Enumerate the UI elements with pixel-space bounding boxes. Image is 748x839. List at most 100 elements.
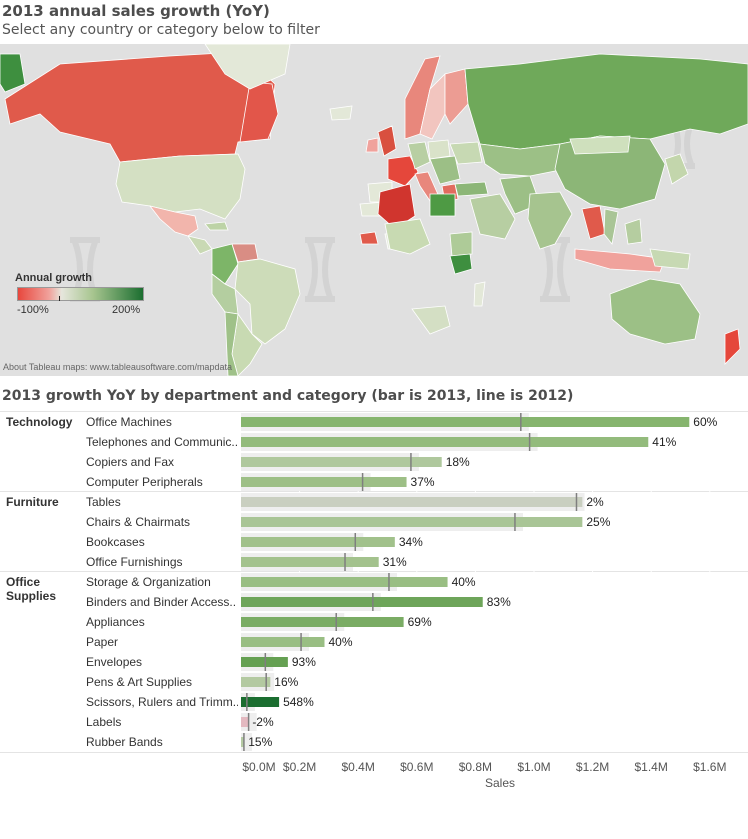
- growth-label: 18%: [446, 455, 470, 469]
- x-tick-label: $1.4M: [634, 760, 668, 774]
- map-finland: [444, 68, 469, 125]
- legend-color-ramp: [17, 287, 144, 301]
- x-tick-label: $1.2M: [575, 760, 610, 774]
- category-label[interactable]: Binders and Binder Access..: [86, 595, 237, 609]
- bar-2013[interactable]: [241, 657, 288, 667]
- map-egypt: [429, 193, 456, 217]
- map-brazil: [234, 258, 301, 345]
- bar-2013[interactable]: [241, 517, 583, 527]
- growth-label: 40%: [452, 575, 476, 589]
- department-label[interactable]: Office Supplies: [6, 575, 57, 603]
- bar-2013[interactable]: [241, 437, 649, 447]
- category-label[interactable]: Pens & Art Supplies: [86, 675, 193, 689]
- department-label[interactable]: Technology: [6, 415, 73, 429]
- map-eastern-europe: [429, 155, 461, 185]
- map-middle-east: [469, 193, 516, 240]
- x-tick-label: $0.4M: [341, 760, 375, 774]
- category-label[interactable]: Copiers and Fax: [86, 455, 175, 469]
- map-iceland: [329, 105, 353, 121]
- page-subtitle: Select any country or category below to …: [2, 22, 320, 38]
- map-vietnam: [603, 208, 619, 245]
- category-label[interactable]: Storage & Organization: [86, 575, 211, 589]
- category-label[interactable]: Tables: [86, 495, 121, 509]
- growth-label: 93%: [292, 655, 316, 669]
- x-tick-label: $0.2M: [282, 760, 317, 774]
- bar-2013[interactable]: [241, 577, 448, 587]
- bar-2013[interactable]: [241, 677, 271, 687]
- bar-2013[interactable]: [241, 717, 249, 727]
- map-canvas[interactable]: [0, 44, 748, 376]
- world-map[interactable]: Annual growth -100% 200% About Tableau m…: [0, 44, 748, 376]
- bar-2013[interactable]: [241, 697, 280, 707]
- growth-label: 83%: [487, 595, 511, 609]
- map-chile: [224, 311, 239, 376]
- map-turkey: [454, 181, 489, 197]
- growth-label: 2%: [586, 495, 604, 509]
- map-ireland: [365, 137, 379, 153]
- legend-max-label: 200%: [112, 304, 141, 316]
- category-label[interactable]: Computer Peripherals: [86, 475, 203, 489]
- map-greenland: [204, 44, 291, 90]
- map-kenya: [449, 231, 473, 257]
- growth-label: 41%: [652, 435, 676, 449]
- bar-2013[interactable]: [241, 477, 407, 487]
- map-colombia: [211, 243, 239, 285]
- bar-2013[interactable]: [241, 417, 690, 427]
- category-label[interactable]: Bookcases: [86, 535, 145, 549]
- map-india: [527, 191, 573, 250]
- map-philippines: [624, 218, 643, 245]
- map-france: [387, 155, 419, 187]
- category-label[interactable]: Paper: [86, 635, 119, 649]
- x-tick-label: $1.0M: [517, 760, 551, 774]
- category-label[interactable]: Office Furnishings: [86, 555, 183, 569]
- category-label[interactable]: Chairs & Chairmats: [86, 515, 191, 529]
- map-usa: [115, 153, 246, 220]
- map-caribbean: [204, 221, 229, 231]
- x-tick-label: $0.0M: [242, 760, 276, 774]
- growth-label: 25%: [586, 515, 610, 529]
- map-west-africa: [359, 231, 379, 245]
- department-separator: [0, 491, 748, 492]
- bar-2013[interactable]: [241, 497, 583, 507]
- category-label[interactable]: Scissors, Rulers and Trimm..: [86, 695, 238, 709]
- chart-frame: [0, 411, 748, 753]
- category-label[interactable]: Rubber Bands: [86, 735, 163, 749]
- growth-label: 548%: [283, 695, 314, 709]
- reference-band: [241, 733, 252, 751]
- map-australia: [609, 278, 701, 345]
- map-canada-east: [239, 81, 279, 143]
- category-label[interactable]: Appliances: [86, 615, 145, 629]
- growth-label: 34%: [399, 535, 423, 549]
- x-tick-label: $1.6M: [693, 760, 727, 774]
- map-attribution[interactable]: About Tableau maps: www.tableausoftware.…: [3, 362, 232, 372]
- page-title: 2013 annual sales growth (YoY): [2, 2, 270, 20]
- x-axis-title: Sales: [484, 776, 516, 790]
- map-southern-africa: [411, 305, 451, 335]
- map-indonesia: [574, 248, 666, 273]
- growth-label: 31%: [383, 555, 407, 569]
- legend-zero-tick: [59, 296, 60, 301]
- map-madagascar: [473, 281, 486, 307]
- department-label[interactable]: Furniture: [6, 495, 59, 509]
- bar-2013[interactable]: [241, 457, 442, 467]
- bar-2013[interactable]: [241, 597, 483, 607]
- map-mexico: [148, 205, 199, 237]
- map-germany: [407, 141, 431, 170]
- bar-2013[interactable]: [241, 557, 379, 567]
- growth-label: -2%: [252, 715, 274, 729]
- bar-2013[interactable]: [241, 737, 245, 747]
- map-korea-japan: [664, 153, 689, 185]
- bar-2013[interactable]: [241, 617, 404, 627]
- bar-2013[interactable]: [241, 637, 325, 647]
- growth-label: 37%: [411, 475, 435, 489]
- bar-2013[interactable]: [241, 537, 395, 547]
- x-tick-label: $0.8M: [458, 760, 493, 774]
- category-label[interactable]: Envelopes: [86, 655, 143, 669]
- map-new-guinea: [649, 248, 691, 270]
- category-label[interactable]: Office Machines: [86, 415, 172, 429]
- growth-label: 15%: [248, 735, 272, 749]
- category-label[interactable]: Labels: [86, 715, 122, 729]
- category-label[interactable]: Telephones and Communic..: [86, 435, 238, 449]
- map-tanzania: [449, 253, 473, 275]
